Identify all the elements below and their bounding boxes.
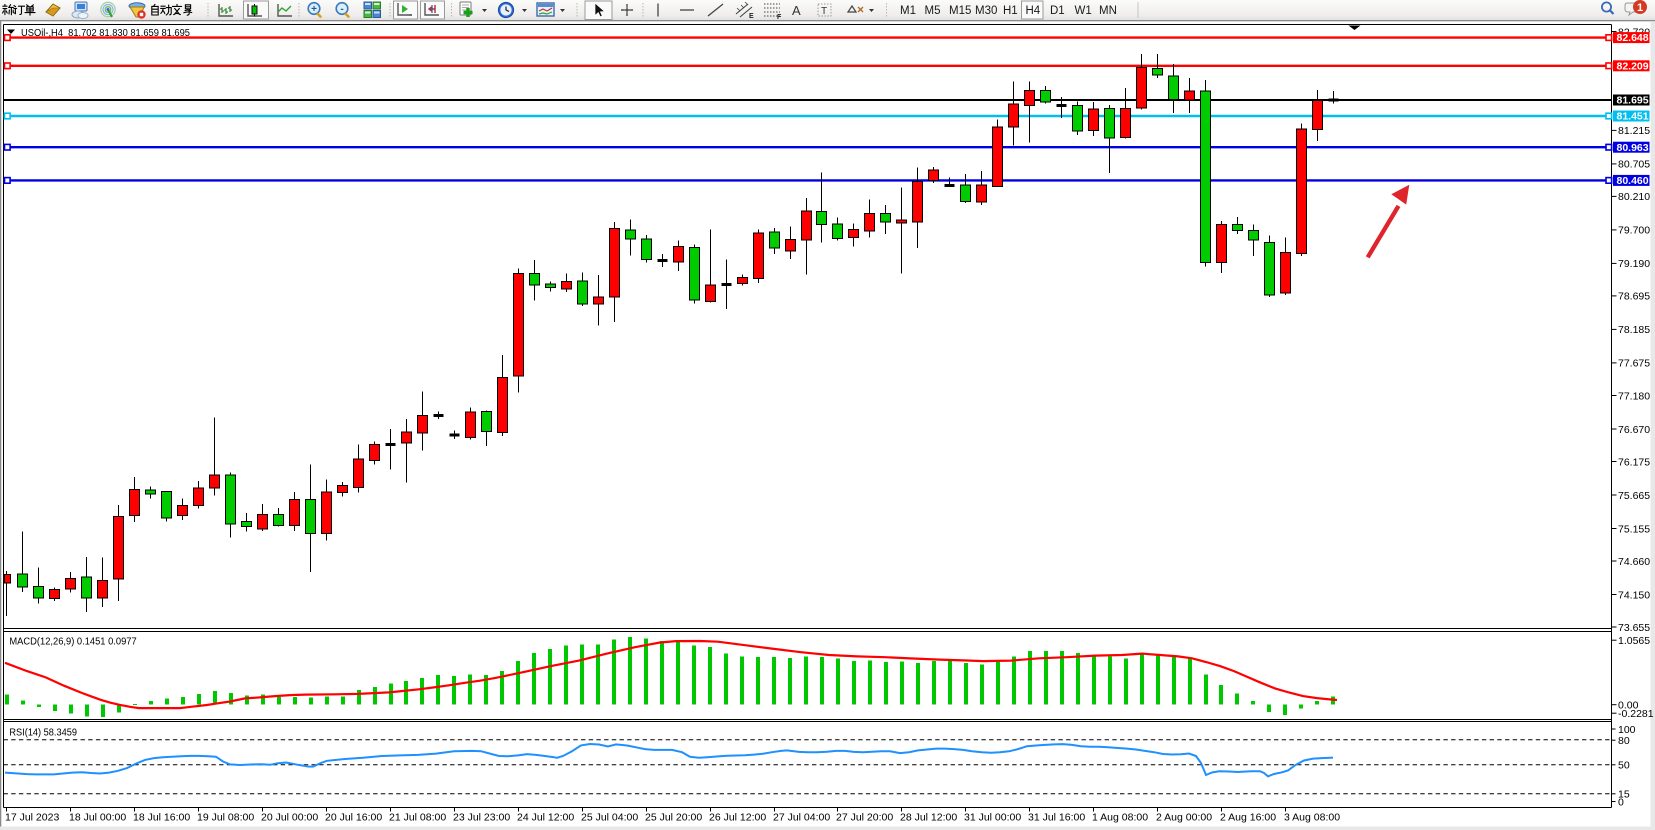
svg-text:20 Jul 00:00: 20 Jul 00:00 — [261, 812, 318, 824]
svg-text:25 Jul 04:00: 25 Jul 04:00 — [581, 812, 638, 824]
svg-text:79.190: 79.190 — [1618, 258, 1650, 270]
svg-text:0: 0 — [1618, 796, 1624, 808]
svg-text:81.451: 81.451 — [1617, 111, 1649, 123]
svg-text:MACD(12,26,9) 0.1451 0.0977: MACD(12,26,9) 0.1451 0.0977 — [9, 637, 137, 648]
svg-text:77.180: 77.180 — [1618, 390, 1650, 402]
svg-text:18 Jul 16:00: 18 Jul 16:00 — [133, 812, 190, 824]
svg-text:H1: H1 — [1003, 5, 1018, 17]
svg-text:H4: H4 — [1026, 5, 1041, 17]
svg-text:75.665: 75.665 — [1618, 490, 1650, 502]
svg-text:USOil-,H4 81.702 81.830 81.65: USOil-,H4 81.702 81.830 81.659 81.695 — [21, 28, 190, 39]
svg-text:74.660: 74.660 — [1618, 556, 1650, 568]
svg-text:19 Jul 08:00: 19 Jul 08:00 — [197, 812, 254, 824]
svg-text:31 Jul 16:00: 31 Jul 16:00 — [1028, 812, 1085, 824]
svg-text:25 Jul 20:00: 25 Jul 20:00 — [645, 812, 702, 824]
svg-text:82.648: 82.648 — [1617, 32, 1649, 44]
svg-text:17 Jul 2023: 17 Jul 2023 — [5, 812, 59, 824]
svg-text:0.00: 0.00 — [1618, 700, 1639, 712]
svg-text:78.185: 78.185 — [1618, 324, 1650, 336]
svg-text:73.655: 73.655 — [1618, 622, 1650, 634]
svg-text:A: A — [792, 3, 801, 18]
svg-text:1: 1 — [1637, 2, 1643, 14]
svg-text:M30: M30 — [975, 5, 997, 17]
svg-text:RSI(14) 58.3459: RSI(14) 58.3459 — [9, 727, 77, 738]
svg-text:81.215: 81.215 — [1618, 125, 1650, 137]
svg-text:+: + — [311, 4, 317, 15]
svg-text:81.695: 81.695 — [1617, 95, 1649, 107]
svg-text:80.705: 80.705 — [1618, 159, 1650, 171]
svg-text:M5: M5 — [925, 5, 941, 17]
svg-text:76.670: 76.670 — [1618, 424, 1650, 436]
svg-text:20 Jul 16:00: 20 Jul 16:00 — [325, 812, 382, 824]
svg-text:3 Aug 08:00: 3 Aug 08:00 — [1284, 812, 1340, 824]
svg-text:24 Jul 12:00: 24 Jul 12:00 — [517, 812, 574, 824]
svg-text:76.175: 76.175 — [1618, 456, 1650, 468]
svg-text:77.675: 77.675 — [1618, 358, 1650, 370]
svg-text:D1: D1 — [1050, 5, 1065, 17]
svg-text:18 Jul 00:00: 18 Jul 00:00 — [69, 812, 126, 824]
svg-text:75.155: 75.155 — [1618, 523, 1650, 535]
svg-text:23 Jul 23:00: 23 Jul 23:00 — [453, 812, 510, 824]
svg-text:100: 100 — [1618, 724, 1636, 736]
svg-text:MN: MN — [1099, 5, 1117, 17]
svg-text:27 Jul 04:00: 27 Jul 04:00 — [773, 812, 830, 824]
svg-text:F: F — [777, 14, 782, 21]
svg-text:2 Aug 00:00: 2 Aug 00:00 — [1156, 812, 1212, 824]
svg-text:M1: M1 — [900, 5, 916, 17]
svg-text:21 Jul 08:00: 21 Jul 08:00 — [389, 812, 446, 824]
svg-text:15: 15 — [1618, 789, 1630, 801]
svg-text:79.700: 79.700 — [1618, 225, 1650, 237]
svg-text:80.963: 80.963 — [1617, 142, 1649, 154]
svg-text:28 Jul 12:00: 28 Jul 12:00 — [900, 812, 957, 824]
svg-text:80: 80 — [1618, 735, 1630, 747]
svg-text:1 Aug 08:00: 1 Aug 08:00 — [1092, 812, 1148, 824]
svg-text:82.209: 82.209 — [1617, 60, 1649, 72]
svg-text:27 Jul 20:00: 27 Jul 20:00 — [836, 812, 893, 824]
svg-text:M15: M15 — [949, 5, 971, 17]
svg-text:-: - — [340, 4, 343, 15]
svg-text:31 Jul 00:00: 31 Jul 00:00 — [964, 812, 1021, 824]
svg-text:2 Aug 16:00: 2 Aug 16:00 — [1220, 812, 1276, 824]
svg-text:80.210: 80.210 — [1618, 191, 1650, 203]
svg-text:50: 50 — [1618, 760, 1630, 772]
svg-text:78.695: 78.695 — [1618, 291, 1650, 303]
svg-text:W1: W1 — [1075, 5, 1092, 17]
svg-text:T: T — [821, 6, 827, 17]
svg-text:74.150: 74.150 — [1618, 589, 1650, 601]
svg-text:E: E — [749, 13, 754, 20]
svg-text:26 Jul 12:00: 26 Jul 12:00 — [709, 812, 766, 824]
svg-text:1.0565: 1.0565 — [1618, 635, 1650, 647]
svg-text:-0.2281: -0.2281 — [1618, 708, 1654, 720]
svg-text:80.460: 80.460 — [1617, 175, 1649, 187]
